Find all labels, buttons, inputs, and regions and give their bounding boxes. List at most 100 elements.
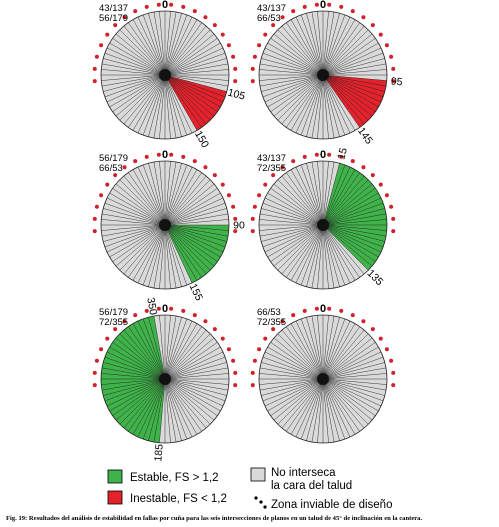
radial-line (123, 378, 166, 429)
infeasible-dot (314, 306, 319, 311)
radial-line (261, 224, 324, 242)
radial-line (322, 378, 369, 425)
radial-line (322, 63, 387, 76)
radial-line (164, 29, 211, 76)
radial-line (115, 33, 166, 76)
infeasible-dot (233, 216, 238, 221)
radial-line (322, 69, 387, 76)
radial-line (142, 14, 166, 76)
legend-neutral-label-2: la cara del talud (271, 480, 352, 492)
rose-outline (258, 160, 388, 290)
radial-line (322, 224, 356, 281)
radial-line (322, 161, 329, 226)
angle-label: 155 (187, 282, 205, 303)
infeasible-dot (291, 9, 296, 14)
infeasible-dot (257, 43, 262, 48)
radial-line (286, 378, 324, 432)
infeasible-dot (92, 79, 97, 84)
infeasible-dot (105, 32, 110, 37)
legend-stable-swatch (107, 469, 123, 484)
radial-line (153, 224, 166, 289)
infeasible-dot (389, 54, 394, 59)
radial-line (300, 224, 324, 286)
radial-line (311, 315, 324, 380)
radial-line (164, 74, 226, 98)
rose-center (317, 69, 329, 81)
radial-line (317, 315, 324, 380)
radial-line (322, 320, 351, 380)
radial-line (273, 224, 324, 267)
infeasible-dot (94, 358, 99, 363)
radial-line (306, 317, 324, 380)
radial-line (322, 378, 384, 402)
infeasible-dot (391, 216, 396, 221)
infeasible-dot (280, 165, 285, 170)
infeasible-dot (156, 152, 161, 157)
radial-line (322, 378, 340, 441)
infeasible-dot (220, 336, 225, 341)
legend-dots-label: Zona inviable de diseño (271, 499, 392, 511)
radial-line (104, 356, 166, 380)
radial-line (119, 74, 166, 121)
radial-line (106, 47, 166, 76)
infeasible-dot (263, 336, 268, 341)
angle-label: 90 (233, 220, 245, 232)
radial-line (164, 11, 177, 76)
radial-line (128, 378, 166, 432)
infeasible-dot (105, 182, 110, 187)
rose-center (159, 219, 171, 231)
infeasible-dot (233, 383, 238, 388)
infeasible-dot (339, 308, 344, 313)
radial-line (164, 74, 218, 112)
radial-line (142, 378, 166, 440)
radial-line (159, 74, 166, 139)
radial-line (164, 318, 188, 380)
radial-line (322, 38, 376, 76)
radial-line (103, 362, 166, 380)
radial-line (132, 224, 166, 281)
infeasible-dot (391, 66, 396, 71)
infeasible-dot (252, 204, 257, 209)
plane-pair-label: 66/53 (257, 307, 281, 318)
radial-line (128, 22, 166, 76)
radial-lines (259, 315, 387, 443)
radial-line (148, 224, 166, 287)
radial-line (164, 342, 218, 380)
radial-line (259, 219, 324, 226)
radial-line (322, 356, 384, 380)
radial-line (259, 373, 324, 380)
radial-line (115, 378, 166, 421)
radial-line (322, 172, 360, 226)
radial-line (322, 74, 329, 139)
radial-line (322, 362, 385, 380)
radial-line (322, 224, 340, 287)
radial-line (259, 63, 324, 76)
radial-line (153, 11, 166, 76)
radial-line (123, 329, 166, 380)
radial-line (322, 378, 379, 412)
radial-line (123, 25, 166, 76)
radial-line (267, 346, 324, 380)
radial-line (322, 74, 379, 108)
radial-line (164, 378, 182, 441)
radial-line (164, 326, 202, 380)
radial-line (322, 315, 335, 380)
infeasible-dots (92, 152, 238, 234)
radial-line (322, 378, 387, 385)
radial-line (142, 224, 166, 286)
radial-line (112, 224, 166, 262)
radial-line (261, 362, 324, 380)
radial-line (112, 378, 166, 416)
plane-pair-label: 72/355 (257, 317, 286, 328)
radial-line (164, 183, 215, 226)
infeasible-dot (233, 79, 238, 84)
radial-line (262, 202, 324, 226)
infeasible-dot (99, 347, 104, 352)
radial-line (286, 22, 324, 76)
radial-lines (101, 315, 229, 443)
radial-line (137, 166, 166, 226)
radial-line (262, 356, 324, 380)
infeasible-dot (181, 308, 186, 313)
radial-line (164, 378, 229, 391)
infeasible-dot (99, 43, 104, 48)
